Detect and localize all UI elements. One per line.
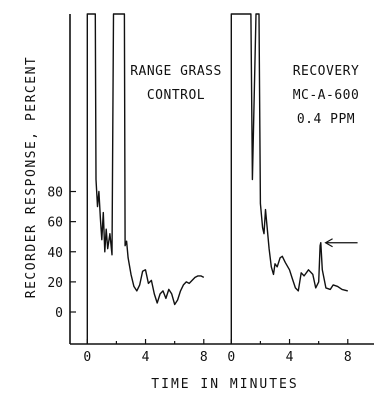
x-tick-label: 0	[227, 350, 235, 365]
panel-annotations: RANGE GRASS CONTROL RECOVERY MC-A-600 0.4 PP…	[130, 64, 360, 248]
x-tick-label: 0	[83, 350, 91, 365]
x-axis-label: TIME IN MINUTES	[151, 377, 298, 392]
x-tick-labels: 0 4 8 0 4 8	[83, 350, 351, 365]
y-tick-label: 60	[47, 216, 63, 231]
annotation-recovery-mc-a-600: 0.4 PPM	[297, 112, 355, 127]
y-tick-label: 20	[47, 276, 63, 291]
annotation-range-grass-control: RANGE GRASS	[130, 64, 222, 79]
y-tick-label: 40	[47, 246, 63, 261]
x-tick-label: 4	[286, 350, 294, 365]
x-tick-label: 4	[142, 350, 150, 365]
arrow-head-icon	[324, 238, 333, 248]
y-tick-labels: 0 20 40 60 80	[47, 186, 63, 321]
y-tick-label: 80	[47, 186, 63, 201]
series-traces	[86, 13, 348, 344]
annotation-recovery-mc-a-600: MC-A-600	[293, 88, 360, 103]
x-tick-label: 8	[200, 350, 208, 365]
trace-range-grass-control	[86, 13, 205, 344]
annotation-recovery-mc-a-600: RECOVERY	[293, 64, 360, 79]
x-tick-label: 8	[344, 350, 352, 365]
trace-recovery-mc-a-600	[230, 13, 348, 344]
y-tick-label: 0	[55, 306, 63, 321]
annotation-range-grass-control: CONTROL	[147, 88, 205, 103]
y-axis-label: RECORDER RESPONSE, PERCENT	[24, 56, 39, 299]
